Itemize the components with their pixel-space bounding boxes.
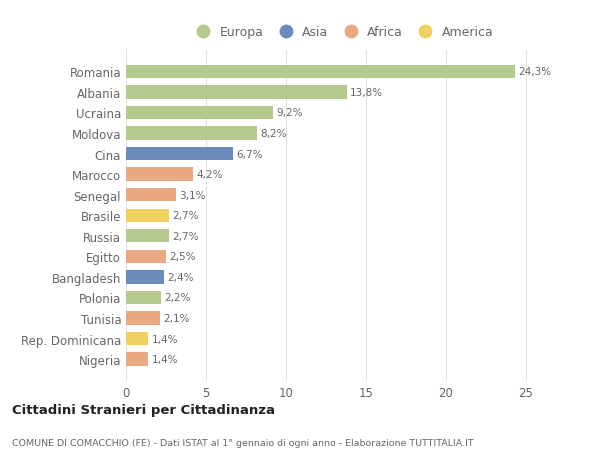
Text: 2,1%: 2,1%	[163, 313, 190, 323]
Bar	[126, 271, 164, 284]
Text: 3,1%: 3,1%	[179, 190, 205, 200]
Text: 2,5%: 2,5%	[169, 252, 196, 262]
Bar	[126, 127, 257, 140]
Bar	[126, 66, 515, 79]
Bar	[126, 168, 193, 181]
Bar	[126, 106, 273, 120]
Bar	[126, 353, 148, 366]
Text: 2,4%: 2,4%	[167, 272, 194, 282]
Bar	[126, 189, 176, 202]
Text: 24,3%: 24,3%	[518, 67, 551, 77]
Legend: Europa, Asia, Africa, America: Europa, Asia, Africa, America	[188, 24, 496, 42]
Text: 4,2%: 4,2%	[196, 170, 223, 180]
Text: Cittadini Stranieri per Cittadinanza: Cittadini Stranieri per Cittadinanza	[12, 403, 275, 416]
Text: 2,7%: 2,7%	[172, 231, 199, 241]
Text: 1,4%: 1,4%	[152, 334, 178, 344]
Text: 1,4%: 1,4%	[152, 354, 178, 364]
Bar	[126, 291, 161, 304]
Text: COMUNE DI COMACCHIO (FE) - Dati ISTAT al 1° gennaio di ogni anno - Elaborazione : COMUNE DI COMACCHIO (FE) - Dati ISTAT al…	[12, 438, 473, 447]
Bar	[126, 86, 347, 99]
Text: 8,2%: 8,2%	[260, 129, 287, 139]
Text: 2,7%: 2,7%	[172, 211, 199, 221]
Text: 9,2%: 9,2%	[277, 108, 303, 118]
Bar	[126, 250, 166, 263]
Bar	[126, 230, 169, 243]
Bar	[126, 147, 233, 161]
Text: 13,8%: 13,8%	[350, 88, 383, 98]
Bar	[126, 332, 148, 346]
Text: 2,2%: 2,2%	[164, 293, 191, 303]
Text: 6,7%: 6,7%	[236, 149, 263, 159]
Bar	[126, 312, 160, 325]
Bar	[126, 209, 169, 223]
